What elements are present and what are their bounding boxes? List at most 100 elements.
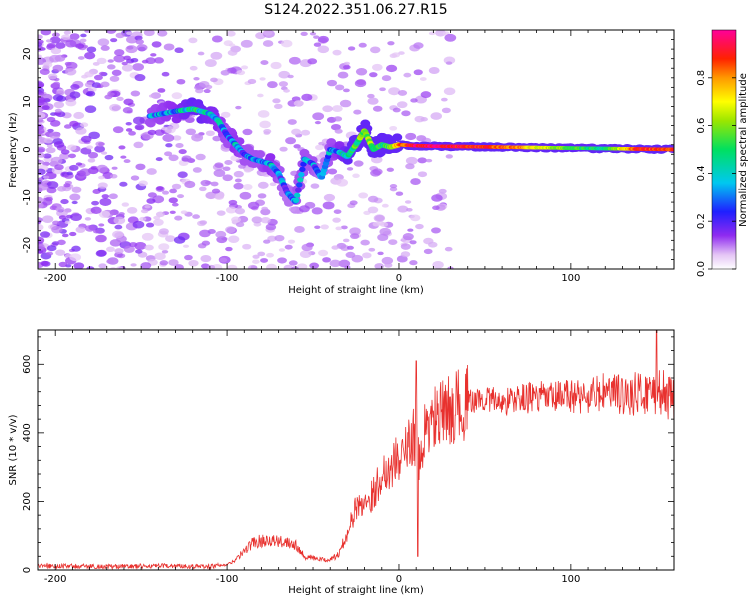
noise-blob (214, 193, 224, 200)
noise-blob (153, 215, 161, 220)
noise-blob (287, 239, 296, 244)
noise-blob (178, 149, 187, 155)
noise-blob (288, 206, 297, 212)
noise-blob (98, 175, 105, 180)
noise-blob (60, 199, 69, 205)
noise-blob (173, 264, 184, 269)
noise-blob (93, 74, 103, 81)
noise-blob (96, 164, 108, 173)
noise-blob (134, 74, 146, 82)
snr-y-tick-label: 200 (22, 492, 33, 511)
noise-blob (243, 167, 252, 173)
noise-blob (111, 166, 118, 170)
spectrogram-y-tick-label: 10 (22, 95, 33, 108)
noise-blob (336, 178, 349, 187)
noise-blob (99, 197, 112, 206)
colorbar-tick-label: 0.8 (696, 70, 707, 86)
noise-blob (227, 49, 238, 56)
snr-panel: -200 -100 0 100 0 200 400 600 Height of straigh… (8, 329, 675, 596)
noise-blob (55, 249, 66, 256)
noise-blob (121, 61, 128, 66)
noise-blob (226, 30, 236, 37)
noise-blob (291, 128, 302, 136)
noise-blob (75, 226, 86, 233)
noise-blob (125, 45, 138, 54)
noise-blob (63, 183, 71, 188)
noise-blob (57, 186, 67, 192)
noise-blob (84, 105, 97, 113)
noise-blob (38, 223, 44, 231)
snr-x-tick-label: 100 (561, 574, 580, 585)
noise-blob (334, 128, 343, 134)
noise-blob (385, 64, 398, 73)
noise-blob (284, 244, 293, 250)
colorbar-ticks: 0.0 0.2 0.4 0.6 0.8 (696, 70, 736, 277)
noise-blob (107, 59, 114, 63)
ridge-halo (392, 133, 403, 142)
noise-blob (233, 170, 244, 178)
spectrogram-marks (38, 30, 674, 269)
snr-series-line (38, 330, 674, 570)
noise-blob (389, 125, 398, 131)
noise-blob (177, 171, 188, 178)
noise-blob (38, 96, 46, 103)
snr-x-tick-label: -200 (44, 574, 67, 585)
noise-blob (87, 158, 96, 163)
noise-blob (314, 225, 321, 229)
snr-marks (38, 330, 674, 570)
noise-blob (169, 188, 177, 194)
noise-blob (79, 168, 91, 177)
noise-blob (347, 46, 356, 51)
noise-blob (153, 218, 164, 226)
noise-blob (80, 135, 92, 143)
noise-blob (400, 243, 411, 250)
noise-blob (133, 141, 144, 149)
noise-blob (313, 35, 320, 39)
noise-blob (84, 217, 92, 221)
noise-blob (233, 182, 244, 190)
spectrogram-frame (37, 29, 675, 270)
noise-blob (146, 198, 156, 204)
noise-blob (97, 38, 110, 47)
noise-blob (431, 194, 443, 202)
noise-blob (274, 234, 285, 242)
noise-blob (211, 188, 221, 194)
noise-blob (335, 226, 343, 231)
noise-blob (174, 215, 183, 221)
noise-blob (144, 244, 154, 251)
noise-blob (403, 72, 412, 78)
noise-blob (242, 128, 253, 136)
noise-blob (214, 162, 224, 168)
noise-blob (65, 68, 77, 76)
noise-blob (349, 227, 361, 236)
noise-blob (392, 107, 401, 113)
noise-blob (50, 120, 61, 127)
noise-blob (379, 87, 386, 92)
ridge-core (294, 192, 301, 198)
noise-blob (367, 206, 379, 214)
noise-blob (47, 73, 58, 80)
noise-blob (104, 154, 114, 161)
noise-blob (154, 252, 166, 261)
noise-blob (381, 75, 392, 82)
noise-blob (287, 119, 297, 125)
noise-blob (425, 158, 433, 163)
noise-blob (355, 68, 368, 76)
noise-blob (242, 243, 252, 250)
noise-blob (61, 34, 71, 41)
noise-blob (111, 69, 122, 76)
noise-blob (63, 30, 71, 35)
noise-blob (326, 79, 338, 87)
noise-blob (441, 107, 451, 114)
noise-blob (43, 175, 50, 179)
noise-blob (139, 216, 147, 222)
noise-blob (257, 181, 269, 189)
noise-blob (68, 153, 76, 159)
noise-blob (98, 210, 111, 218)
noise-blob (128, 131, 136, 136)
snr-y-tick-label: 400 (22, 423, 33, 442)
noise-blob (168, 154, 179, 162)
noise-blob (404, 200, 412, 204)
noise-blob (441, 97, 448, 102)
